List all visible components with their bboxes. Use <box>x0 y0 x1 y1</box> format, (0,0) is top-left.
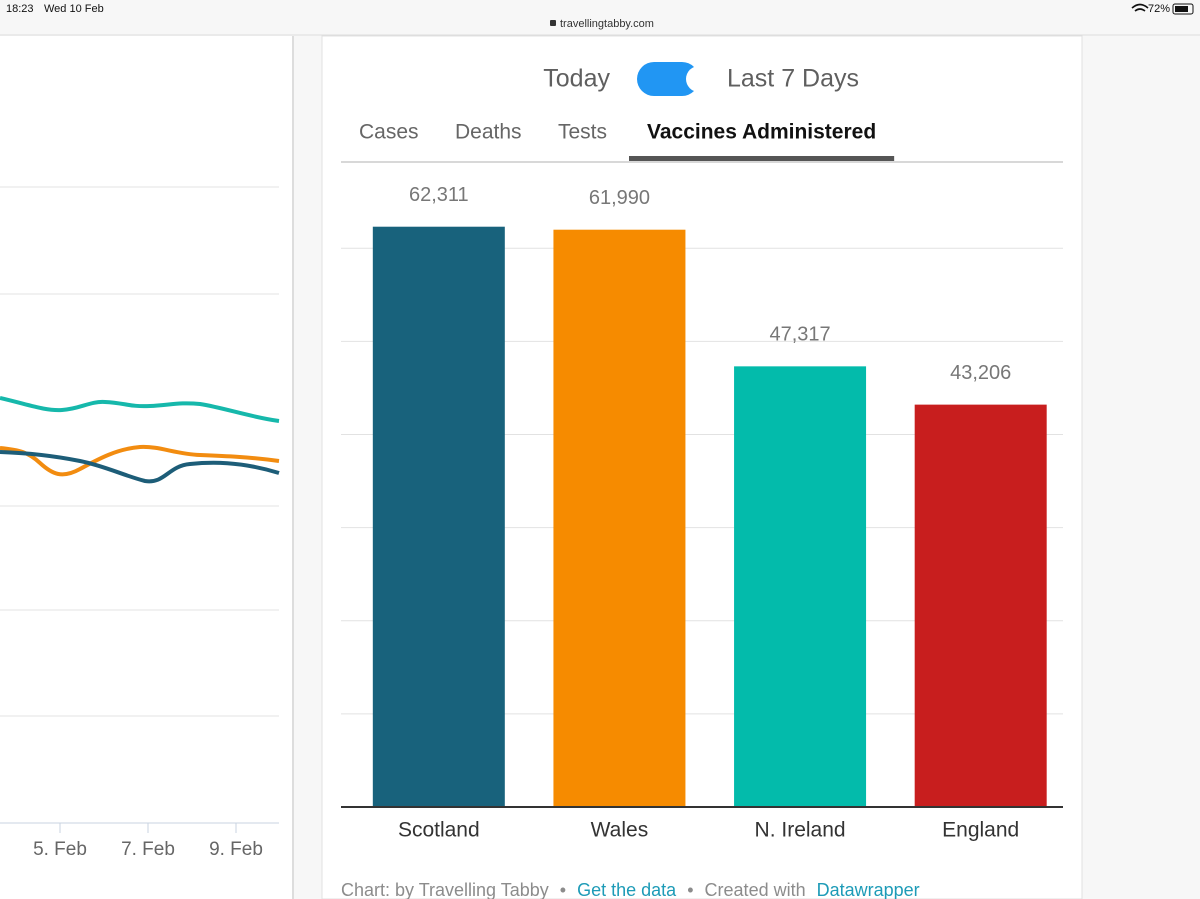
time: 18:23 <box>6 3 34 15</box>
value-label: 47,317 <box>769 324 830 346</box>
left-grid <box>0 186 279 717</box>
battery-level <box>1175 6 1188 12</box>
bar <box>734 366 867 807</box>
left-tick-label: 9. Feb <box>209 839 263 860</box>
x-tick-label: Wales <box>591 819 649 842</box>
footer-data-link[interactable]: Get the data <box>577 880 677 899</box>
toggle-switch[interactable] <box>637 62 699 96</box>
x-tick-label: N. Ireland <box>755 819 846 842</box>
toggle-right-label[interactable]: Last 7 Days <box>727 65 859 93</box>
battery-icon <box>1172 3 1194 15</box>
x-tick-label: Scotland <box>398 819 480 842</box>
value-label: 61,990 <box>589 187 650 209</box>
left-line <box>0 396 280 423</box>
toggle-knob <box>686 66 712 92</box>
tab[interactable]: Deaths <box>455 121 522 144</box>
url[interactable]: travellingtabby.com <box>560 18 654 30</box>
bar <box>914 404 1047 807</box>
left-line <box>0 450 280 484</box>
bar <box>372 226 505 807</box>
left-tick-label: 7. Feb <box>121 839 175 860</box>
footer-separator: • <box>560 880 566 899</box>
footer: Chart: by Travelling Tabby • Get the dat… <box>341 880 920 899</box>
left-tick-label: 5. Feb <box>33 839 87 860</box>
bar <box>553 229 686 808</box>
toggle-left-label[interactable]: Today <box>543 65 610 93</box>
active-tab-indicator <box>629 156 895 161</box>
footer-created: Created with <box>705 880 806 899</box>
tab[interactable]: Tests <box>558 121 607 144</box>
wifi-icon <box>1131 3 1149 12</box>
battery-text: 72% <box>1148 3 1170 15</box>
lock-icon <box>550 20 556 26</box>
value-label: 43,206 <box>950 362 1011 384</box>
tab[interactable]: Cases <box>359 121 419 144</box>
left-line <box>0 444 280 477</box>
tab[interactable]: Vaccines Administered <box>647 121 876 144</box>
date: Wed 10 Feb <box>44 3 104 15</box>
footer-tool-link[interactable]: Datawrapper <box>817 880 920 899</box>
x-tick-label: England <box>942 819 1019 842</box>
footer-credit: Chart: by Travelling Tabby <box>341 880 549 899</box>
status-bar <box>0 0 1200 35</box>
value-label: 62,311 <box>409 184 469 206</box>
footer-separator: • <box>687 880 693 899</box>
